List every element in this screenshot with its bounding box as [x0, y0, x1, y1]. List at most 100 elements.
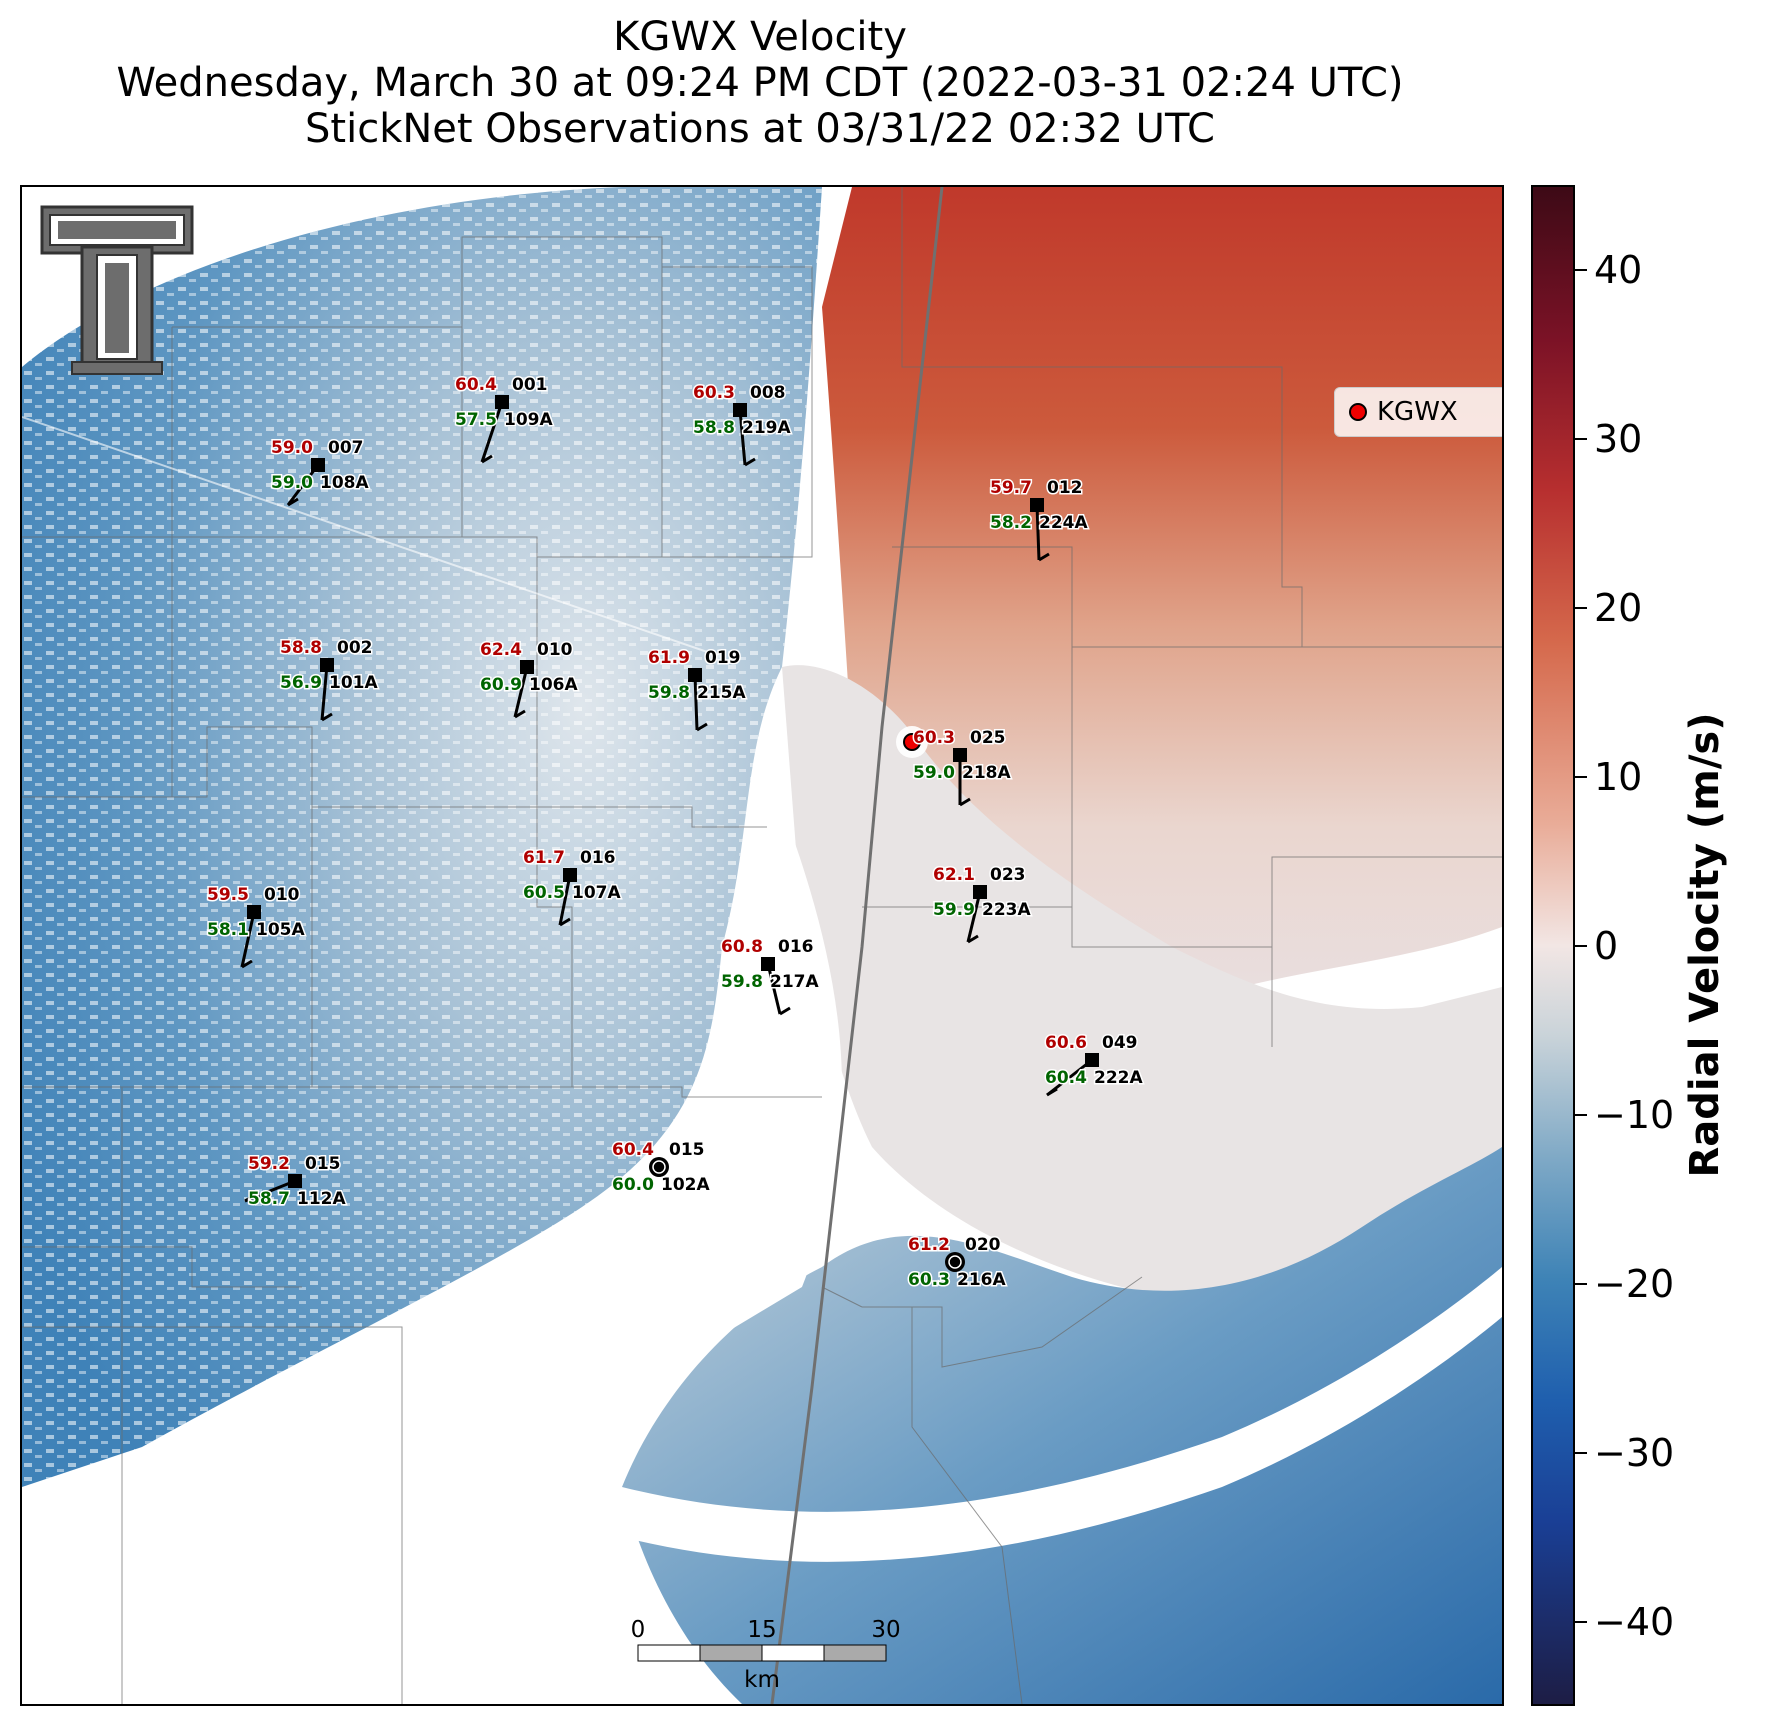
- colorbar-title: Radial Velocity (m/s): [1682, 712, 1728, 1178]
- station-id: 023: [990, 865, 1026, 885]
- station-name: 101A: [329, 673, 378, 693]
- station-id: 015: [669, 1140, 705, 1160]
- station-temperature: 59.7: [990, 478, 1032, 498]
- kgwx-radar-site[interactable]: [903, 733, 921, 751]
- wind-barb-flag: [241, 959, 253, 969]
- station-temperature: 60.3: [693, 383, 735, 403]
- station-id: 025: [970, 728, 1006, 748]
- calm-wind-marker: [945, 1252, 965, 1272]
- colorbar-tick: [1575, 775, 1587, 778]
- wind-barb-flag: [1046, 1087, 1058, 1097]
- station-marker: [247, 905, 261, 919]
- station-dewpoint: 59.0: [913, 763, 955, 783]
- texas-tech-double-t-logo: [40, 205, 194, 375]
- station-name: 109A: [504, 410, 553, 430]
- wind-barb-flag: [779, 1006, 791, 1016]
- colorbar-tick: [1575, 1113, 1587, 1116]
- colorbar-tick-label: −10: [1594, 1092, 1675, 1137]
- station-marker: [563, 868, 577, 882]
- station-id: 008: [750, 383, 786, 403]
- station-plot[interactable]: 58.8 002 56.9 101A: [279, 637, 380, 722]
- wind-barb-flag: [959, 797, 971, 807]
- colorbar-tick: [1575, 944, 1587, 947]
- wind-barb-flag: [696, 722, 708, 732]
- station-temperature: 61.7: [523, 848, 565, 868]
- station-temperature: 60.8: [721, 937, 763, 957]
- station-dewpoint: 58.8: [693, 418, 735, 438]
- station-plot[interactable]: 60.8 016 59.8 217A: [720, 936, 821, 1016]
- wind-barb-staff: [738, 409, 747, 466]
- station-temperature: 59.0: [271, 438, 313, 458]
- map-legend: KGWX: [1334, 387, 1502, 437]
- station-dewpoint: 56.9: [280, 673, 322, 693]
- station-plot[interactable]: 59.2 015 58.7 112A: [244, 1153, 348, 1211]
- station-id: 019: [705, 648, 741, 668]
- station-dewpoint: 59.8: [721, 972, 763, 992]
- station-marker: [1030, 498, 1044, 512]
- station-marker: [688, 668, 702, 682]
- title-line-2: Wednesday, March 30 at 09:24 PM CDT (202…: [116, 60, 1404, 106]
- station-plot[interactable]: 59.0 007 59.0 108A: [270, 437, 371, 507]
- station-name: 222A: [1094, 1068, 1143, 1088]
- state-line: [770, 187, 944, 1704]
- title-line-1: KGWX Velocity: [613, 14, 907, 60]
- wind-barb-flag: [1038, 552, 1050, 562]
- station-temperature: 60.4: [455, 375, 497, 395]
- wind-barb-staff: [480, 401, 504, 463]
- station-temperature: 60.4: [612, 1140, 654, 1160]
- station-id: 012: [1047, 478, 1083, 498]
- wind-barb-flag: [321, 712, 333, 722]
- station-dewpoint: 60.3: [908, 1270, 950, 1290]
- station-plot[interactable]: 59.7 012 58.2 224A: [989, 477, 1090, 562]
- station-marker: [320, 658, 334, 672]
- station-plot[interactable]: 61.7 016 60.5 107A: [522, 847, 623, 927]
- wind-barb-flag: [481, 454, 493, 464]
- scale-label-0: 0: [631, 1617, 646, 1643]
- station-plot[interactable]: 60.3 025 59.0 218A: [912, 727, 1013, 807]
- station-dewpoint: 59.8: [648, 683, 690, 703]
- station-plot[interactable]: 60.4 001 57.5 109A: [454, 374, 555, 464]
- colorbar-tick: [1575, 606, 1587, 609]
- station-plot[interactable]: 60.4 015 60.0 102A: [611, 1139, 712, 1197]
- station-dewpoint: 58.1: [207, 920, 249, 940]
- colorbar-tick-label: −20: [1594, 1261, 1675, 1306]
- wind-barb-flag: [514, 709, 526, 719]
- colorbar-tick-label: −30: [1594, 1430, 1675, 1475]
- station-name: 223A: [982, 900, 1031, 920]
- station-marker: [495, 395, 509, 409]
- radar-map[interactable]: 60.4 001 57.5 109A 60.3 008 58.8 219A 59.0 007 59.…: [20, 185, 1504, 1706]
- station-plot[interactable]: 60.6 049 60.4 222A: [1044, 1032, 1145, 1097]
- wind-barb-flag: [287, 497, 299, 507]
- station-dewpoint: 57.5: [455, 410, 497, 430]
- county-boundaries: [22, 187, 1502, 1704]
- colorbar-tick-label: 0: [1594, 923, 1619, 968]
- colorbar-tick: [1575, 437, 1587, 440]
- station-marker: [953, 748, 967, 762]
- station-temperature: 58.8: [280, 638, 322, 658]
- station-name: 217A: [770, 972, 819, 992]
- station-name: 215A: [697, 683, 746, 703]
- station-plot[interactable]: 61.9 019 59.8 215A: [647, 647, 748, 732]
- velocity-colorbar: [1531, 185, 1575, 1706]
- station-plot[interactable]: 61.2 020 60.3 216A: [907, 1234, 1008, 1292]
- station-plot[interactable]: 60.3 008 58.8 219A: [692, 382, 793, 467]
- station-marker: [311, 458, 325, 472]
- station-plot[interactable]: 62.1 023 59.9 223A: [932, 864, 1033, 944]
- colorbar-tick-label: −40: [1594, 1599, 1675, 1644]
- station-marker: [733, 403, 747, 417]
- station-name: 102A: [661, 1175, 710, 1195]
- station-marker: [520, 660, 534, 674]
- title-line-3: StickNet Observations at 03/31/22 02:32 …: [305, 106, 1215, 152]
- wind-barb-flag: [967, 934, 979, 944]
- station-temperature: 60.3: [913, 728, 955, 748]
- station-temperature: 62.4: [480, 640, 522, 660]
- calm-wind-marker: [649, 1157, 669, 1177]
- station-plot[interactable]: 59.5 010 58.1 105A: [206, 884, 307, 969]
- colorbar-tick: [1575, 268, 1587, 271]
- station-name: 216A: [957, 1270, 1006, 1290]
- wind-barb-staff: [320, 664, 329, 721]
- scale-label-30: 30: [871, 1617, 900, 1643]
- station-plot[interactable]: 62.4 010 60.9 106A: [479, 639, 580, 719]
